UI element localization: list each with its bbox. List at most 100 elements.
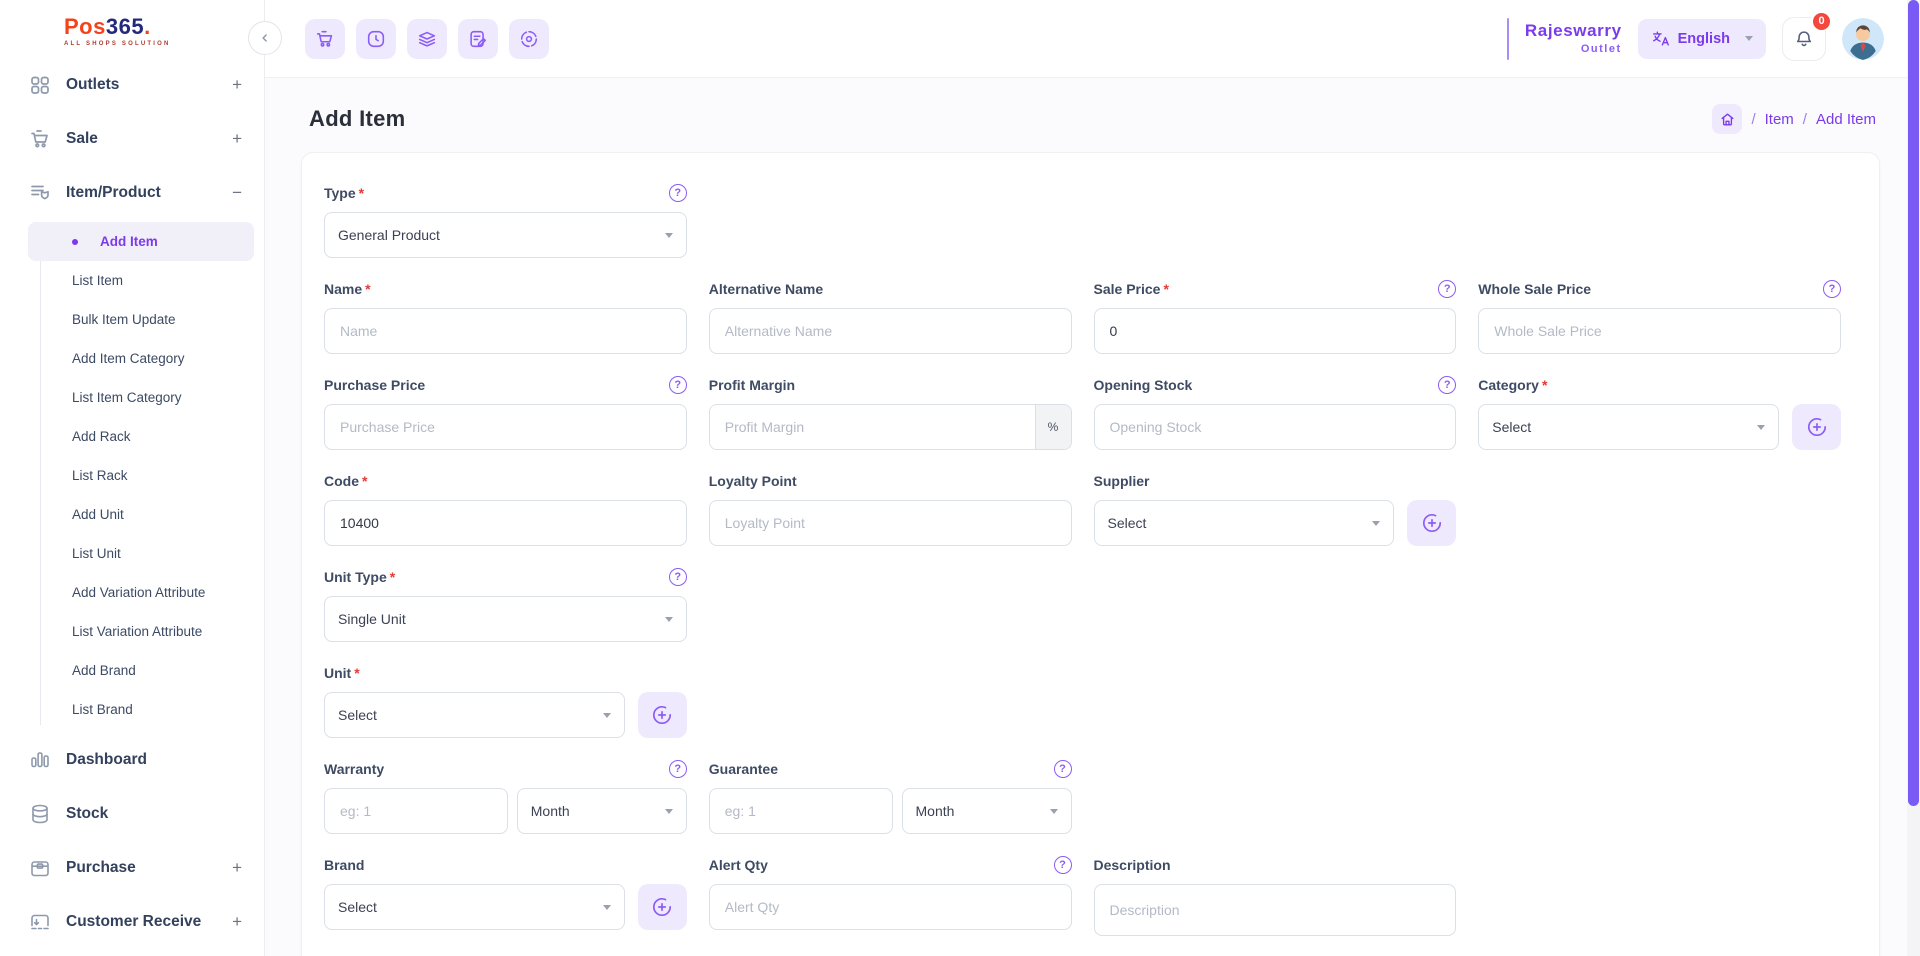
sidebar-item-purchase[interactable]: Purchase + bbox=[0, 841, 264, 895]
add-supplier-button[interactable] bbox=[1407, 500, 1457, 546]
edit-note-button[interactable] bbox=[458, 18, 498, 59]
pos-cart-button[interactable] bbox=[305, 18, 345, 59]
scrollbar-thumb[interactable] bbox=[1908, 0, 1919, 806]
sidebar-subitem-list-item-category[interactable]: List Item Category bbox=[0, 378, 264, 417]
help-icon[interactable]: ? bbox=[1053, 856, 1072, 874]
category-select[interactable]: Select bbox=[1478, 404, 1779, 450]
description-input[interactable] bbox=[1093, 884, 1457, 936]
circle-plus-icon bbox=[653, 705, 672, 725]
sidebar-collapse-button[interactable] bbox=[248, 21, 282, 55]
scrollbar-track[interactable] bbox=[1907, 0, 1920, 956]
help-icon[interactable]: ? bbox=[1438, 376, 1457, 394]
required-mark: * bbox=[1163, 281, 1169, 297]
sidebar-subitem-list-variation-attribute[interactable]: List Variation Attribute bbox=[0, 612, 264, 651]
code-input[interactable] bbox=[324, 500, 687, 546]
sidebar-subitem-add-item[interactable]: Add Item bbox=[28, 222, 254, 261]
purchase-price-input[interactable] bbox=[324, 404, 687, 450]
unit-select[interactable]: Select bbox=[324, 692, 625, 738]
help-icon[interactable]: ? bbox=[668, 568, 687, 586]
sidebar-subitem-add-unit[interactable]: Add Unit bbox=[0, 495, 264, 534]
guarantee-value-input[interactable] bbox=[708, 788, 893, 834]
opening-stock-input[interactable] bbox=[1093, 404, 1457, 450]
notifications-button[interactable]: 0 bbox=[1782, 10, 1832, 61]
sidebar-subitem-bulk-item-update[interactable]: Bulk Item Update bbox=[0, 300, 264, 339]
sale-price-input[interactable] bbox=[1093, 308, 1457, 354]
expand-plus-icon[interactable]: + bbox=[232, 129, 242, 148]
sidebar-item-outlets[interactable]: Outlets + bbox=[0, 58, 264, 112]
user-avatar[interactable] bbox=[1842, 17, 1884, 60]
subitem-label: List Rack bbox=[72, 468, 128, 483]
sidebar-subitem-list-unit[interactable]: List Unit bbox=[0, 534, 264, 573]
guarantee-field: Guarantee ? Month bbox=[708, 759, 1072, 834]
supplier-select[interactable]: Select bbox=[1093, 500, 1395, 546]
required-mark: * bbox=[365, 281, 371, 297]
name-input[interactable] bbox=[324, 308, 687, 354]
sidebar-item-stock[interactable]: Stock bbox=[0, 787, 264, 841]
sidebar-subitem-list-brand[interactable]: List Brand bbox=[0, 690, 264, 729]
unit-field: Unit * Select bbox=[324, 663, 687, 738]
sidebar-item-sale[interactable]: Sale + bbox=[0, 112, 264, 166]
sidebar-item-item-product[interactable]: Item/Product − bbox=[0, 166, 264, 220]
unit-type-select[interactable]: Single Unit bbox=[324, 596, 687, 642]
profit-margin-label: Profit Margin bbox=[708, 377, 796, 393]
unit-type-label: Unit Type bbox=[324, 569, 387, 585]
loyalty-point-label: Loyalty Point bbox=[708, 473, 797, 489]
expand-plus-icon[interactable]: + bbox=[232, 858, 242, 877]
profit-margin-input[interactable] bbox=[709, 405, 1035, 449]
segments-button[interactable] bbox=[509, 18, 549, 59]
sidebar-item-customer-receive[interactable]: Customer Receive + bbox=[0, 895, 264, 949]
add-brand-button[interactable] bbox=[637, 884, 687, 930]
alert-qty-input[interactable] bbox=[708, 884, 1072, 930]
layers-button[interactable] bbox=[407, 18, 447, 59]
app-logo[interactable]: Pos365. All Shops Solution bbox=[0, 0, 264, 58]
loyalty-point-field: Loyalty Point bbox=[708, 471, 1072, 546]
alternative-name-input[interactable] bbox=[708, 308, 1072, 354]
item-list-icon bbox=[28, 181, 52, 205]
help-icon[interactable]: ? bbox=[1823, 280, 1841, 298]
loyalty-point-input[interactable] bbox=[708, 500, 1072, 546]
sidebar-subitem-add-item-category[interactable]: Add Item Category bbox=[0, 339, 264, 378]
sidebar-subitem-list-rack[interactable]: List Rack bbox=[0, 456, 264, 495]
breadcrumb-item[interactable]: Item bbox=[1764, 110, 1794, 128]
sidebar-subitem-add-brand[interactable]: Add Brand bbox=[0, 651, 264, 690]
outlet-switcher[interactable]: Rajeswarry Outlet bbox=[1525, 21, 1622, 55]
home-icon[interactable] bbox=[1712, 104, 1743, 134]
brand-select[interactable]: Select bbox=[324, 884, 625, 930]
topbar: Rajeswarry Outlet English 0 bbox=[265, 0, 1920, 78]
help-icon[interactable]: ? bbox=[668, 184, 687, 202]
warranty-period-select[interactable]: Month bbox=[516, 788, 687, 834]
whole-sale-price-input[interactable] bbox=[1478, 308, 1841, 354]
expand-plus-icon[interactable]: + bbox=[232, 75, 242, 94]
translate-icon bbox=[1652, 31, 1669, 46]
add-category-button[interactable] bbox=[1792, 404, 1841, 450]
subitem-label: List Item Category bbox=[72, 390, 182, 405]
sidebar-subitem-add-variation-attribute[interactable]: Add Variation Attribute bbox=[0, 573, 264, 612]
collapse-minus-icon[interactable]: − bbox=[232, 183, 242, 202]
brand-select-value: Select bbox=[338, 899, 377, 915]
help-icon[interactable]: ? bbox=[668, 760, 687, 778]
warranty-value-input[interactable] bbox=[324, 788, 508, 834]
sidebar-subitem-list-item[interactable]: List Item bbox=[0, 261, 264, 300]
purchase-price-field: Purchase Price ? bbox=[324, 375, 687, 450]
circle-plus-icon bbox=[1422, 513, 1441, 533]
category-field: Category * Select bbox=[1478, 375, 1841, 450]
help-icon[interactable]: ? bbox=[1053, 760, 1072, 778]
layers-icon bbox=[418, 31, 436, 47]
unit-label: Unit bbox=[324, 665, 352, 681]
page-title: Add Item bbox=[309, 106, 406, 131]
sidebar-item-dashboard[interactable]: Dashboard bbox=[0, 733, 264, 787]
required-mark: * bbox=[354, 665, 360, 681]
help-icon[interactable]: ? bbox=[668, 376, 687, 394]
clock-button[interactable] bbox=[356, 18, 396, 59]
page-header: Add Item / Item / Add Item bbox=[309, 104, 1876, 134]
unit-select-value: Select bbox=[338, 707, 377, 723]
help-icon[interactable]: ? bbox=[1438, 280, 1457, 298]
guarantee-period-select[interactable]: Month bbox=[901, 788, 1072, 834]
avatar-image bbox=[1842, 17, 1884, 60]
notification-badge: 0 bbox=[1811, 10, 1832, 32]
type-select[interactable]: General Product bbox=[324, 212, 687, 258]
language-selector[interactable]: English bbox=[1637, 18, 1766, 59]
expand-plus-icon[interactable]: + bbox=[232, 912, 242, 931]
sidebar-subitem-add-rack[interactable]: Add Rack bbox=[0, 417, 264, 456]
add-unit-button[interactable] bbox=[637, 692, 687, 738]
